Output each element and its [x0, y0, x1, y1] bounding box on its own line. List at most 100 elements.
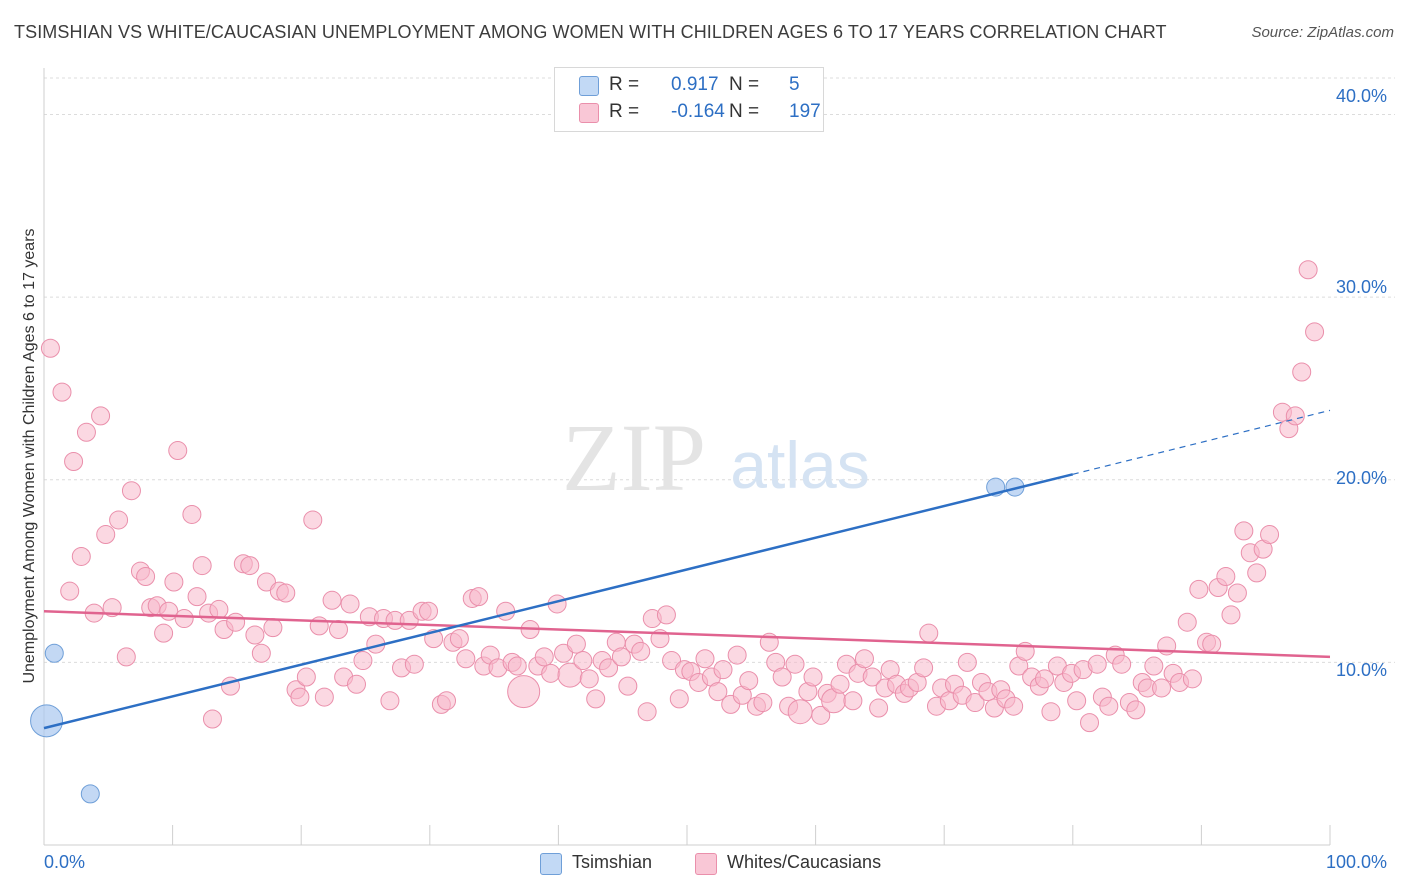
point-tsimshian [80, 784, 100, 804]
point-white [168, 441, 188, 461]
point-white [618, 676, 638, 696]
legend-r-value: -0.164 [671, 101, 725, 122]
point-white [1285, 406, 1305, 426]
point-white [116, 647, 136, 667]
point-white [1216, 567, 1236, 587]
point-white [662, 651, 682, 671]
point-white [1227, 583, 1247, 603]
point-white [1080, 713, 1100, 733]
legend-r-value: 0.917 [671, 74, 719, 95]
point-white [353, 651, 373, 671]
bottom-legend-swatch-tsimshian [540, 853, 562, 875]
point-white [192, 556, 212, 576]
point-white [52, 382, 72, 402]
point-white [1087, 654, 1107, 674]
point-white [40, 338, 60, 358]
bottom-legend-swatch-white [695, 853, 717, 875]
point-white [611, 647, 631, 667]
point-white [1126, 700, 1146, 720]
point-tsimshian [44, 643, 64, 663]
legend-n-value: 197 [789, 101, 821, 122]
point-white [1004, 696, 1024, 716]
point-white [226, 612, 246, 632]
point-white [507, 656, 527, 676]
point-white [154, 623, 174, 643]
point-white [496, 601, 516, 621]
legend-n-label: N = [729, 74, 760, 95]
point-white [965, 693, 985, 713]
point-white [862, 667, 882, 687]
point-white [1305, 322, 1325, 342]
point-white [919, 623, 939, 643]
point-white [843, 691, 863, 711]
point-white [566, 634, 586, 654]
point-white [290, 687, 310, 707]
point-white [1221, 605, 1241, 625]
x-tick-label-min: 0.0% [44, 852, 86, 872]
point-white [599, 658, 619, 678]
point-white [91, 406, 111, 426]
watermark-atlas: atlas [730, 428, 869, 502]
y-tick-label-20: 20.0% [1336, 468, 1388, 488]
legend-r-label: R = [609, 74, 640, 95]
trend-line-tsimshian-extension [1072, 409, 1331, 475]
point-white [121, 481, 141, 501]
point-white [656, 605, 676, 625]
point-white [380, 691, 400, 711]
point-white [449, 629, 469, 649]
point-white [174, 609, 194, 629]
point-white [695, 649, 715, 669]
point-white [727, 645, 747, 665]
chart-title: TSIMSHIAN VS WHITE/CAUCASIAN UNEMPLOYMEN… [14, 22, 1167, 42]
correlation-legend: R = 0.917 N = 5 R = -0.164 N = 197 [554, 67, 824, 132]
point-white [202, 709, 222, 729]
point-white [869, 698, 889, 718]
legend-n-value: 5 [789, 74, 800, 95]
point-white [854, 649, 874, 669]
point-white [739, 671, 759, 691]
point-white [469, 587, 489, 607]
point-white [1202, 634, 1222, 654]
point-white [456, 649, 476, 669]
point-white [957, 652, 977, 672]
point-white [303, 510, 323, 530]
point-white [1260, 525, 1280, 545]
point-white [71, 546, 91, 566]
point-tsimshian [30, 704, 64, 738]
point-white [753, 693, 773, 713]
point-white [1298, 260, 1318, 280]
point-white [713, 660, 733, 680]
point-white [811, 705, 831, 725]
bottom-legend-label-tsimshian: Tsimshian [572, 852, 653, 872]
point-white [541, 663, 561, 683]
x-tick-label-max: 100.0% [1326, 852, 1388, 872]
point-white [1182, 669, 1202, 689]
legend-r-label: R = [609, 101, 640, 122]
point-white [1144, 656, 1164, 676]
point-white [785, 654, 805, 674]
y-tick-label-10: 10.0% [1336, 660, 1388, 680]
point-white [419, 601, 439, 621]
y-tick-label-40: 40.0% [1336, 86, 1388, 106]
legend-n-label: N = [729, 101, 760, 122]
watermark-zip: ZIP [562, 404, 706, 511]
point-white [787, 699, 813, 725]
point-white [1067, 691, 1087, 711]
point-white [708, 682, 728, 702]
point-white [1035, 669, 1055, 689]
bottom-legend-label-white: Whites/Caucasians [727, 852, 882, 872]
point-white [1177, 612, 1197, 632]
point-white [136, 567, 156, 587]
point-white [346, 674, 366, 694]
point-white [1189, 579, 1209, 599]
point-white [276, 583, 296, 603]
point-white [109, 510, 129, 530]
point-white [637, 702, 657, 722]
point-white [328, 620, 348, 640]
point-white [256, 572, 276, 592]
point-white [1041, 702, 1061, 722]
point-white [102, 598, 122, 618]
point-white [437, 691, 457, 711]
point-white [251, 643, 271, 663]
